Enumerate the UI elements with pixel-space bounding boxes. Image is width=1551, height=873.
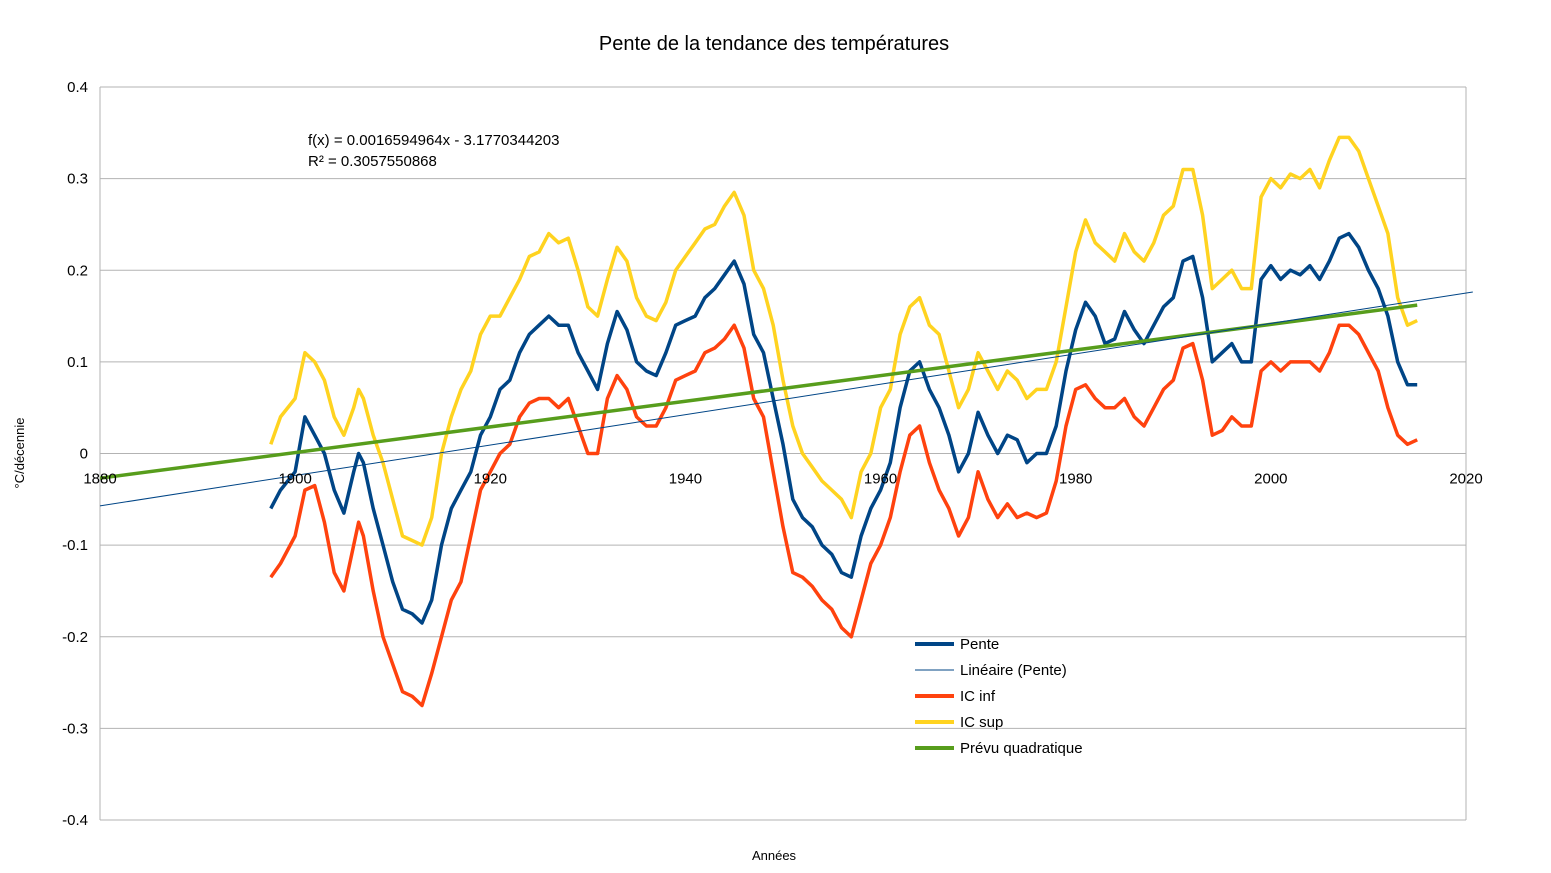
y-tick-label: 0.2 (67, 262, 88, 279)
x-tick-label: 1980 (1059, 471, 1092, 488)
x-tick-label: 1900 (278, 471, 311, 488)
legend-label: IC inf (960, 688, 996, 705)
legend-label: IC sup (960, 714, 1003, 731)
legend: Pente Linéaire (Pente) IC inf IC sup Prévu q… (915, 636, 1083, 757)
y-tick-label: 0.1 (67, 354, 88, 371)
x-tick-label: 2000 (1254, 471, 1287, 488)
series-layer (99, 135, 1473, 708)
x-tick-label: 1960 (864, 471, 897, 488)
series-ic-sup (269, 135, 1418, 547)
x-axis-title: Années (752, 848, 797, 863)
series-lineaire-pente (99, 291, 1473, 507)
legend-label: Prévu quadratique (960, 740, 1083, 757)
x-tick-label: 1880 (83, 471, 116, 488)
y-tick-label: -0.2 (62, 629, 88, 646)
legend-label: Linéaire (Pente) (960, 662, 1067, 679)
series-pente (269, 231, 1418, 625)
x-tick-label: 1920 (474, 471, 507, 488)
legend-label: Pente (960, 636, 999, 653)
x-tick-labels: 1880 1900 1920 1940 1960 1980 2000 2020 (83, 471, 1482, 488)
series-prevu-quadratique (99, 303, 1418, 480)
y-tick-labels: 0.4 0.3 0.2 0.1 0 -0.1 -0.2 -0.3 -0.4 (62, 79, 88, 829)
y-tick-label: -0.1 (62, 537, 88, 554)
y-tick-label: 0.4 (67, 79, 88, 96)
x-tick-label: 1940 (669, 471, 702, 488)
y-tick-label: -0.4 (62, 812, 88, 829)
trendline-equation: f(x) = 0.0016594964x - 3.1770344203 (308, 132, 559, 149)
trendline-r-squared: R² = 0.3057550868 (308, 153, 437, 170)
x-tick-label: 2020 (1449, 471, 1482, 488)
y-tick-label: -0.3 (62, 720, 88, 737)
y-tick-label: 0 (80, 446, 88, 463)
series-ic-inf (269, 323, 1418, 708)
y-axis-title: °C/décennie (12, 418, 27, 489)
y-tick-label: 0.3 (67, 171, 88, 188)
chart-title: Pente de la tendance des températures (599, 33, 949, 55)
